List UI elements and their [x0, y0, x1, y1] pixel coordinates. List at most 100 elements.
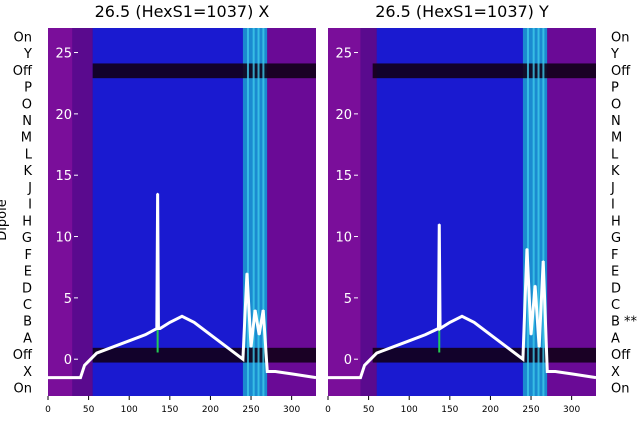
left-chart-ylabel: Dipole [0, 199, 10, 240]
row-label: J [27, 181, 32, 196]
row-label: Off [611, 348, 631, 363]
overlay-point [47, 376, 49, 379]
overlay-point [522, 358, 524, 361]
overlay-point [526, 248, 528, 250]
row-label: C [611, 298, 620, 313]
overlay-point [254, 309, 256, 311]
row-label: O [611, 97, 621, 112]
heatmap-band [72, 28, 93, 396]
row-label: A [23, 331, 32, 346]
row-label: J [610, 181, 615, 196]
heatmap-bright-strip [542, 28, 545, 396]
overlay-point [439, 327, 441, 330]
overlay-point [363, 364, 366, 367]
overlay-point [250, 346, 252, 348]
row-label: N [611, 114, 621, 129]
row-label: X [23, 365, 32, 380]
x-tick-label: 150 [441, 405, 458, 415]
heatmap-band [328, 28, 361, 396]
overlay-point [95, 352, 98, 354]
heatmap-bright-strip [252, 28, 255, 396]
overlay-point [359, 376, 362, 379]
overlay-point [258, 333, 260, 336]
overlay-point [246, 272, 248, 275]
row-label: M [611, 131, 622, 146]
y-tick-label: 10 [55, 231, 72, 246]
x-tick-label: 0 [45, 405, 51, 415]
row-label: Y [23, 47, 32, 62]
row-label: K [611, 164, 620, 179]
x-tick-label: 50 [83, 405, 95, 415]
row-label: On [611, 382, 629, 397]
row-label: P [611, 81, 619, 96]
y-tick-label: 0 [344, 353, 352, 368]
heatmap-bright-strip [526, 28, 529, 396]
overlay-point [157, 327, 160, 330]
x-tick-label: 250 [522, 405, 539, 415]
overlay-point [181, 315, 183, 318]
row-label: D [22, 281, 32, 296]
overlay-point [274, 370, 277, 373]
row-label: Off [13, 64, 33, 79]
x-tick-label: 50 [363, 405, 375, 415]
overlay-point [290, 373, 293, 375]
overlay-point [505, 346, 508, 348]
row-label: F [25, 248, 32, 263]
y-tick-label: 20 [335, 108, 352, 123]
overlay-point [438, 223, 441, 226]
row-label: B [23, 315, 32, 330]
row-label: O [22, 97, 32, 112]
y-tick-label: 0 [64, 353, 72, 368]
overlay-point [542, 260, 545, 262]
overlay-point [128, 340, 131, 342]
row-label: G [22, 231, 32, 246]
row-label: D [611, 281, 621, 296]
row-label: B ** [611, 315, 638, 330]
overlay-point [546, 370, 549, 373]
overlay-series-line [48, 193, 317, 380]
heatmap-band [48, 28, 73, 396]
row-label: L [611, 147, 619, 162]
overlay-point [242, 358, 244, 361]
heatmap-off-row [92, 63, 317, 79]
right-chart-title: 26.5 (HexS1=1037) Y [375, 2, 549, 21]
left-chart-title: 26.5 (HexS1=1037) X [95, 2, 270, 21]
overlay-point [408, 340, 411, 342]
overlay-point [156, 327, 158, 330]
overlay-point [534, 284, 536, 287]
overlay-point [449, 321, 451, 324]
y-tick-label: 10 [335, 231, 352, 246]
overlay-point [530, 333, 532, 336]
row-label: E [611, 265, 619, 280]
y-tick-label: 5 [64, 292, 72, 307]
heatmap-bright-strip [532, 28, 535, 396]
overlay-point [144, 333, 147, 336]
row-label: On [14, 30, 32, 45]
y-tick-label: 5 [344, 292, 352, 307]
x-tick-label: 100 [401, 405, 418, 415]
row-label: Y [610, 47, 619, 62]
row-label: A [611, 331, 620, 346]
overlay-point [159, 327, 161, 330]
row-label: G [611, 231, 621, 246]
y-tick-label: 25 [55, 47, 72, 62]
row-label: E [24, 265, 32, 280]
row-label: H [611, 214, 621, 229]
overlay-point [169, 321, 171, 324]
x-tick-label: 0 [325, 405, 331, 415]
overlay-point [489, 333, 492, 336]
x-tick-label: 100 [121, 405, 138, 415]
heatmap-bright-strip [246, 28, 249, 396]
overlay-point [538, 346, 540, 348]
x-tick-label: 250 [242, 405, 259, 415]
x-tick-label: 300 [283, 405, 300, 415]
row-label: I [611, 198, 615, 213]
row-label: On [611, 30, 629, 45]
heatmap-band [547, 28, 596, 396]
row-label: I [28, 198, 32, 213]
heatmap-band [92, 28, 243, 396]
